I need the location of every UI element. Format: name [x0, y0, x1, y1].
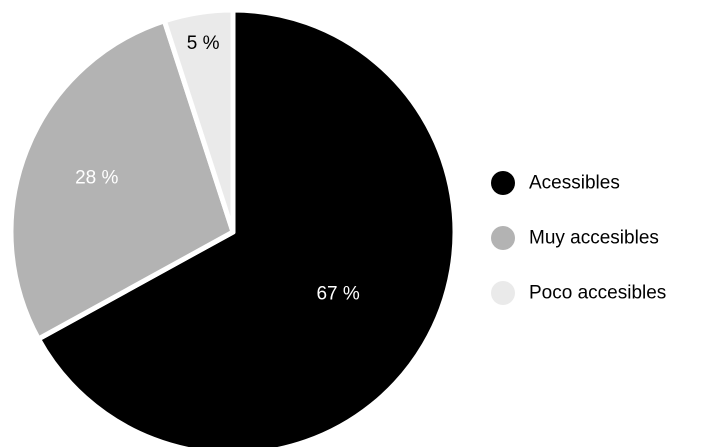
legend-swatch-poco-accesibles: [491, 281, 515, 305]
pie-slice-acessibles: [35, 7, 458, 447]
legend-label-muy-accesibles: Muy accesibles: [529, 228, 659, 249]
slice-value-label-muy-accesibles: 28 %: [75, 168, 118, 189]
legend-label-acessibles: Acessibles: [529, 173, 620, 194]
legend-swatch-acessibles: [491, 171, 515, 195]
legend: Acessibles Muy accesibles Poco accesibles: [491, 171, 666, 305]
slice-value-label-poco-accesibles: 5 %: [187, 33, 220, 54]
legend-label-poco-accesibles: Poco accesibles: [529, 283, 666, 304]
slice-value-label-acessibles: 67 %: [316, 284, 359, 305]
pie-slices: [8, 7, 458, 447]
pie-slice-muy-accesibles: [8, 18, 236, 342]
pie-slice-poco-accesibles: [161, 7, 236, 235]
pie-slice-labels: 67 % 28 % 5 %: [75, 33, 360, 305]
legend-swatch-muy-accesibles: [491, 226, 515, 250]
